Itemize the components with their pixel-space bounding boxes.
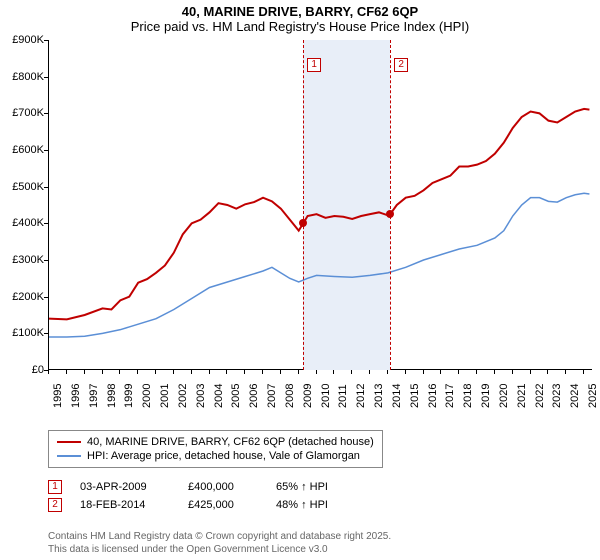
x-axis-label: 2011: [337, 384, 341, 408]
tx-price: £425,000: [188, 499, 258, 511]
legend-label: HPI: Average price, detached house, Vale…: [87, 450, 360, 462]
tx-diff: 48% ↑ HPI: [276, 499, 356, 511]
x-axis-label: 1995: [52, 384, 56, 408]
x-axis-label: 2013: [373, 384, 377, 408]
x-axis-label: 1998: [106, 384, 110, 408]
x-axis-label: 2012: [355, 384, 359, 408]
x-axis-label: 2009: [302, 384, 306, 408]
chart: 12 £0£100K£200K£300K£400K£500K£600K£700K…: [0, 40, 600, 420]
x-axis-label: 2014: [391, 384, 395, 408]
legend-item: 40, MARINE DRIVE, BARRY, CF62 6QP (detac…: [57, 435, 374, 449]
x-axis-label: 2018: [462, 384, 466, 408]
y-axis-label: £600K: [0, 144, 44, 156]
y-axis-label: £800K: [0, 71, 44, 83]
y-axis-label: £300K: [0, 254, 44, 266]
tx-date: 03-APR-2009: [80, 481, 170, 493]
y-axis-label: £100K: [0, 327, 44, 339]
x-axis-label: 2016: [427, 384, 431, 408]
footnote: Contains HM Land Registry data © Crown c…: [48, 530, 391, 556]
x-axis-label: 2008: [284, 384, 288, 408]
transaction-marker: 1: [307, 58, 321, 72]
footnote-line: Contains HM Land Registry data © Crown c…: [48, 530, 391, 543]
y-axis-label: £700K: [0, 107, 44, 119]
x-axis-label: 2000: [141, 384, 145, 408]
transaction-dot: [386, 210, 394, 218]
line-svg: [49, 40, 593, 370]
plot-area: 12: [48, 40, 592, 370]
transaction-line: [390, 40, 391, 370]
x-axis-label: 2019: [480, 384, 484, 408]
x-axis-label: 2022: [534, 384, 538, 408]
x-axis-label: 1999: [123, 384, 127, 408]
x-axis-label: 2023: [551, 384, 555, 408]
transaction-dot: [299, 219, 307, 227]
y-axis-label: £400K: [0, 217, 44, 229]
transaction-row: 2 18-FEB-2014 £425,000 48% ↑ HPI: [48, 496, 356, 514]
series-line: [49, 109, 589, 319]
x-axis-label: 2025: [587, 384, 591, 408]
x-axis-label: 2010: [320, 384, 324, 408]
x-axis-label: 2005: [230, 384, 234, 408]
footnote-line: This data is licensed under the Open Gov…: [48, 543, 391, 556]
legend-item: HPI: Average price, detached house, Vale…: [57, 449, 374, 463]
chart-title: 40, MARINE DRIVE, BARRY, CF62 6QP: [0, 0, 600, 19]
transaction-marker: 2: [394, 58, 408, 72]
legend: 40, MARINE DRIVE, BARRY, CF62 6QP (detac…: [48, 430, 383, 468]
x-axis-label: 1996: [70, 384, 74, 408]
chart-subtitle: Price paid vs. HM Land Registry's House …: [0, 19, 600, 38]
transaction-table: 1 03-APR-2009 £400,000 65% ↑ HPI 2 18-FEB-201…: [48, 478, 356, 514]
tx-diff: 65% ↑ HPI: [276, 481, 356, 493]
x-axis-label: 2020: [498, 384, 502, 408]
legend-swatch: [57, 455, 81, 457]
x-axis-label: 2021: [516, 384, 520, 408]
transaction-row: 1 03-APR-2009 £400,000 65% ↑ HPI: [48, 478, 356, 496]
tx-index: 1: [48, 480, 62, 494]
x-axis-label: 2015: [409, 384, 413, 408]
y-axis-label: £900K: [0, 34, 44, 46]
legend-swatch: [57, 441, 81, 443]
tx-price: £400,000: [188, 481, 258, 493]
tx-index: 2: [48, 498, 62, 512]
y-axis-label: £200K: [0, 291, 44, 303]
x-axis-label: 2024: [569, 384, 573, 408]
transaction-line: [303, 40, 304, 370]
tx-date: 18-FEB-2014: [80, 499, 170, 511]
x-axis-label: 2003: [195, 384, 199, 408]
x-axis-label: 2006: [248, 384, 252, 408]
x-axis-label: 2002: [177, 384, 181, 408]
x-axis-label: 1997: [88, 384, 92, 408]
x-axis-label: 2007: [266, 384, 270, 408]
legend-label: 40, MARINE DRIVE, BARRY, CF62 6QP (detac…: [87, 436, 374, 448]
y-axis-label: £500K: [0, 181, 44, 193]
x-axis-label: 2017: [444, 384, 448, 408]
x-axis-label: 2001: [159, 384, 163, 408]
x-axis-label: 2004: [213, 384, 217, 408]
y-axis-label: £0: [0, 364, 44, 376]
